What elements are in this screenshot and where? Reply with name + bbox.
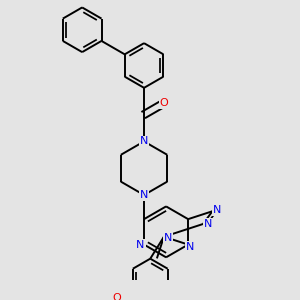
Text: N: N xyxy=(140,136,148,146)
Text: N: N xyxy=(186,242,194,252)
Text: N: N xyxy=(140,190,148,200)
Text: N: N xyxy=(213,205,221,215)
Text: N: N xyxy=(204,219,213,229)
Text: O: O xyxy=(159,98,168,108)
Text: N: N xyxy=(164,233,172,243)
Text: N: N xyxy=(136,240,145,250)
Text: O: O xyxy=(112,293,121,300)
